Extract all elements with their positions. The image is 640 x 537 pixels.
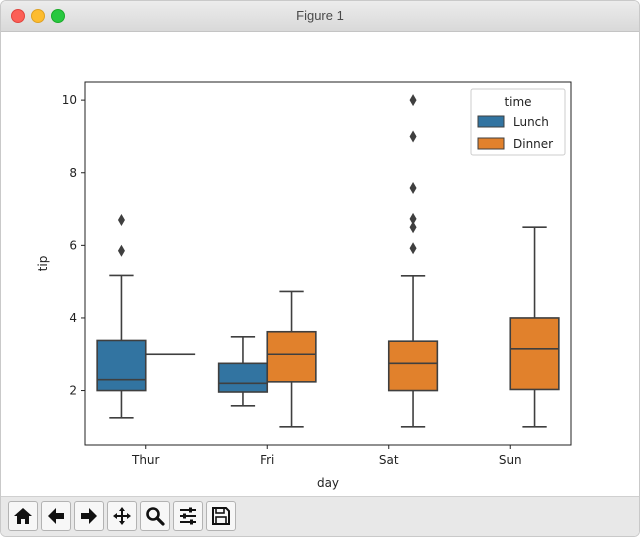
y-tick-label: 10 [62,93,77,107]
legend-swatch-lunch [477,115,505,128]
legend-label-lunch: Lunch [513,115,549,129]
iqr-box [266,330,317,383]
iqr-box [509,317,560,391]
box-dinner-sun [509,226,560,428]
outlier-point [409,221,417,234]
outlier-point [117,244,125,257]
legend-title: time [504,95,531,109]
close-window-button[interactable] [11,9,25,23]
outlier-point [117,213,125,226]
forward-button[interactable] [74,501,104,531]
back-arrow-icon [48,508,64,524]
outlier-point [409,242,417,255]
minimize-window-button[interactable] [31,9,45,23]
pan-icon [113,507,131,525]
x-tick-label: Sun [499,453,522,467]
zoom-icon [146,507,165,526]
y-tick-label: 8 [69,166,77,180]
plot-frame [84,81,572,446]
x-tick-label: Sat [379,453,399,467]
outlier-point [409,94,417,107]
zoom-button[interactable] [140,501,170,531]
forward-arrow-icon [81,508,97,524]
box-dinner-fri [266,290,317,428]
box-dinner-sat [387,94,439,428]
y-axis-label: tip [36,256,50,272]
box-lunch-fri [217,336,269,407]
home-icon [14,508,32,524]
navigation-toolbar [1,496,639,536]
outlier-point [409,212,417,225]
save-icon [212,507,230,525]
outlier-point [409,130,417,143]
save-button[interactable] [206,501,236,531]
legend-label-dinner: Dinner [513,137,553,151]
back-button[interactable] [41,501,71,531]
configure-subplots-button[interactable] [173,501,203,531]
boxplot-chart[interactable]: 2 4 6 8 10 Thur Fri Sat Sun day tip time Lunch Dinner [1,32,639,496]
configure-subplots-icon [180,507,196,525]
figure-canvas[interactable]: 2 4 6 8 10 Thur Fri Sat Sun day tip time Lunch Dinner [1,32,639,496]
y-tick-label: 4 [69,311,77,325]
y-tick-label: 6 [69,238,77,252]
outlier-point [409,181,417,194]
x-tick-label: Fri [260,453,274,467]
x-tick-label: Thur [131,453,160,467]
iqr-box [217,362,269,393]
title-bar[interactable]: Figure 1 [1,1,639,32]
zoom-window-button[interactable] [51,9,65,23]
iqr-box [387,340,439,392]
legend-swatch-dinner [477,137,505,150]
window-title: Figure 1 [296,8,344,23]
x-axis-label: day [317,476,339,490]
box-lunch-thur [96,213,147,419]
home-button[interactable] [8,501,38,531]
y-tick-label: 2 [69,384,77,398]
pan-button[interactable] [107,501,137,531]
iqr-box [96,339,147,392]
